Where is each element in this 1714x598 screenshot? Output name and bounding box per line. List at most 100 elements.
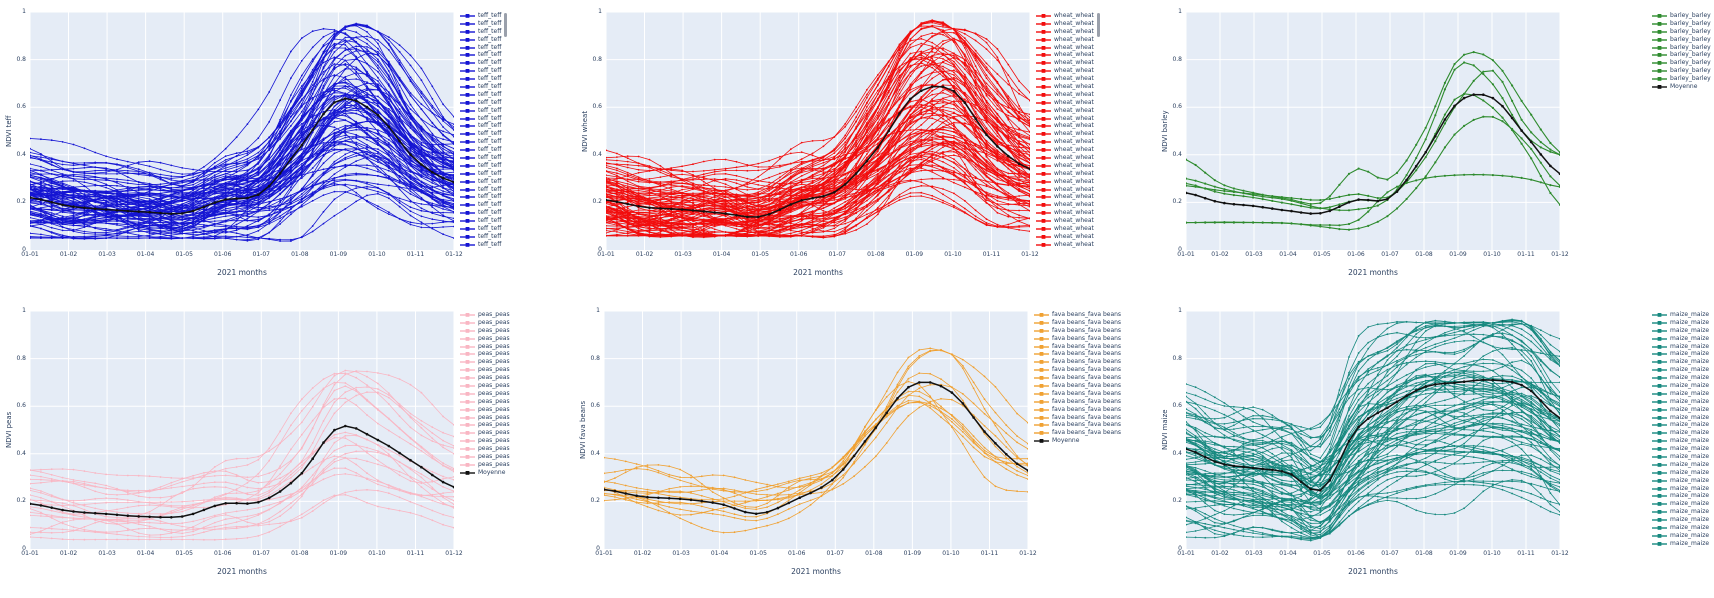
legend-entry[interactable]: maize_maize (1652, 461, 1709, 469)
legend-entry[interactable]: barley_barley (1652, 12, 1711, 20)
legend-entry[interactable]: teff_teff (460, 59, 501, 67)
legend-entry[interactable]: fava beans_fava beans (1034, 343, 1121, 351)
legend-entry[interactable]: barley_barley (1652, 28, 1711, 36)
legend-entry[interactable]: maize_maize (1652, 406, 1709, 414)
legend-entry[interactable]: maize_maize (1652, 390, 1709, 398)
legend-entry[interactable]: wheat_wheat (1036, 233, 1094, 241)
legend-entry[interactable]: wheat_wheat (1036, 28, 1094, 36)
legend-entry[interactable]: peas_peas (460, 390, 510, 398)
legend-entry[interactable]: maize_maize (1652, 540, 1709, 548)
legend-entry[interactable]: maize_maize (1652, 508, 1709, 516)
legend-entry[interactable]: fava beans_fava beans (1034, 366, 1121, 374)
legend-entry[interactable]: fava beans_fava beans (1034, 414, 1121, 422)
legend-entry[interactable]: wheat_wheat (1036, 122, 1094, 130)
legend-entry[interactable]: maize_maize (1652, 477, 1709, 485)
legend-entry[interactable]: peas_peas (460, 311, 510, 319)
legend-entry[interactable]: teff_teff (460, 162, 501, 170)
legend-entry[interactable]: Moyenne (1034, 437, 1121, 445)
legend-scrollbar[interactable] (504, 13, 508, 37)
legend-entry[interactable]: fava beans_fava beans (1034, 319, 1121, 327)
legend-entry[interactable]: barley_barley (1652, 20, 1711, 28)
legend-entry[interactable]: maize_maize (1652, 382, 1709, 390)
legend-entry[interactable]: teff_teff (460, 178, 501, 186)
legend-entry[interactable]: maize_maize (1652, 421, 1709, 429)
legend-entry[interactable]: wheat_wheat (1036, 44, 1094, 52)
legend-entry[interactable]: wheat_wheat (1036, 201, 1094, 209)
legend-entry[interactable]: wheat_wheat (1036, 130, 1094, 138)
legend-entry[interactable]: teff_teff (460, 122, 501, 130)
legend-entry[interactable]: maize_maize (1652, 327, 1709, 335)
legend-scrollbar[interactable] (1096, 13, 1100, 37)
legend-entry[interactable]: wheat_wheat (1036, 83, 1094, 91)
legend-entry[interactable]: teff_teff (460, 154, 501, 162)
legend-entry[interactable]: teff_teff (460, 12, 501, 20)
legend-entry[interactable]: teff_teff (460, 146, 501, 154)
legend-entry[interactable]: teff_teff (460, 115, 501, 123)
legend-entry[interactable]: maize_maize (1652, 398, 1709, 406)
legend-entry[interactable]: teff_teff (460, 233, 501, 241)
legend-entry[interactable]: teff_teff (460, 20, 501, 28)
legend-entry[interactable]: maize_maize (1652, 492, 1709, 500)
plot-area[interactable] (30, 311, 454, 549)
plot-area[interactable] (30, 12, 454, 250)
legend-entry[interactable]: peas_peas (460, 437, 510, 445)
legend-entry[interactable]: peas_peas (460, 429, 510, 437)
legend-entry[interactable]: wheat_wheat (1036, 91, 1094, 99)
legend-entry[interactable]: wheat_wheat (1036, 75, 1094, 83)
legend-entry[interactable]: wheat_wheat (1036, 20, 1094, 28)
legend-entry[interactable]: peas_peas (460, 461, 510, 469)
legend-entry[interactable]: wheat_wheat (1036, 67, 1094, 75)
legend-entry[interactable]: teff_teff (460, 36, 501, 44)
legend-entry[interactable]: peas_peas (460, 327, 510, 335)
legend-entry[interactable]: maize_maize (1652, 453, 1709, 461)
legend-entry[interactable]: wheat_wheat (1036, 186, 1094, 194)
legend-entry[interactable]: fava beans_fava beans (1034, 374, 1121, 382)
legend-entry[interactable]: maize_maize (1652, 311, 1709, 319)
legend-entry[interactable]: peas_peas (460, 398, 510, 406)
legend-entry[interactable]: wheat_wheat (1036, 99, 1094, 107)
legend-entry[interactable]: maize_maize (1652, 516, 1709, 524)
legend-entry[interactable]: peas_peas (460, 421, 510, 429)
legend-entry[interactable]: maize_maize (1652, 445, 1709, 453)
legend-entry[interactable]: wheat_wheat (1036, 107, 1094, 115)
legend-entry[interactable]: teff_teff (460, 75, 501, 83)
legend-entry[interactable]: barley_barley (1652, 51, 1711, 59)
legend-entry[interactable]: peas_peas (460, 366, 510, 374)
legend-entry[interactable]: teff_teff (460, 193, 501, 201)
legend-entry[interactable]: Moyenne (460, 469, 510, 477)
legend-entry[interactable]: peas_peas (460, 382, 510, 390)
legend-entry[interactable]: teff_teff (460, 201, 501, 209)
legend-entry[interactable]: fava beans_fava beans (1034, 358, 1121, 366)
legend-entry[interactable]: maize_maize (1652, 358, 1709, 366)
legend-entry[interactable]: fava beans_fava beans (1034, 406, 1121, 414)
legend-entry[interactable]: teff_teff (460, 83, 501, 91)
legend-entry[interactable]: fava beans_fava beans (1034, 382, 1121, 390)
legend-entry[interactable]: teff_teff (460, 51, 501, 59)
legend-entry[interactable]: wheat_wheat (1036, 162, 1094, 170)
legend-entry[interactable]: maize_maize (1652, 437, 1709, 445)
legend-entry[interactable]: teff_teff (460, 107, 501, 115)
legend-entry[interactable]: maize_maize (1652, 532, 1709, 540)
legend-entry[interactable]: barley_barley (1652, 67, 1711, 75)
legend-entry[interactable]: wheat_wheat (1036, 225, 1094, 233)
legend-entry[interactable]: peas_peas (460, 406, 510, 414)
legend-entry[interactable]: fava beans_fava beans (1034, 327, 1121, 335)
legend-entry[interactable]: fava beans_fava beans (1034, 398, 1121, 406)
legend-entry[interactable]: fava beans_fava beans (1034, 311, 1121, 319)
legend-entry[interactable]: teff_teff (460, 170, 501, 178)
legend-entry[interactable]: wheat_wheat (1036, 178, 1094, 186)
legend-entry[interactable]: maize_maize (1652, 414, 1709, 422)
legend-entry[interactable]: maize_maize (1652, 335, 1709, 343)
legend-entry[interactable]: barley_barley (1652, 59, 1711, 67)
legend-entry[interactable]: maize_maize (1652, 366, 1709, 374)
legend-entry[interactable]: teff_teff (460, 217, 501, 225)
legend-entry[interactable]: teff_teff (460, 241, 501, 249)
legend-entry[interactable]: barley_barley (1652, 75, 1711, 83)
plot-area[interactable] (604, 311, 1028, 549)
legend-entry[interactable]: teff_teff (460, 186, 501, 194)
legend-entry[interactable]: wheat_wheat (1036, 241, 1094, 249)
legend-entry[interactable]: teff_teff (460, 91, 501, 99)
legend-entry[interactable]: wheat_wheat (1036, 138, 1094, 146)
legend-entry[interactable]: peas_peas (460, 374, 510, 382)
plot-area[interactable] (606, 12, 1030, 250)
